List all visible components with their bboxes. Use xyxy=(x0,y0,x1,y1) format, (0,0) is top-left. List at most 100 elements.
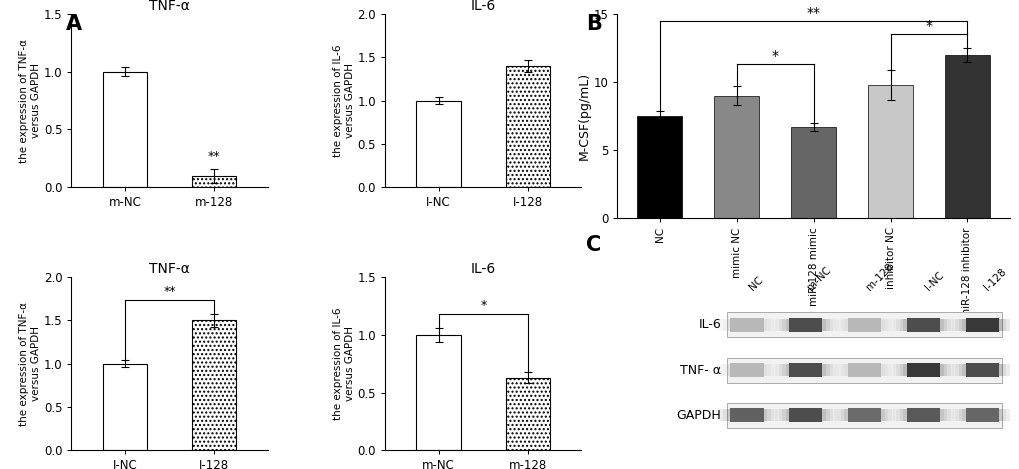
Bar xyxy=(903,364,943,376)
Text: NC: NC xyxy=(746,274,764,292)
Text: **: ** xyxy=(163,285,175,298)
Bar xyxy=(416,335,461,450)
Bar xyxy=(791,127,836,218)
Bar xyxy=(774,364,836,376)
Title: TNF-α: TNF-α xyxy=(149,262,190,276)
Y-axis label: the expression of IL-6
versus GAPDH: the expression of IL-6 versus GAPDH xyxy=(333,308,355,420)
Bar xyxy=(719,319,773,331)
Bar xyxy=(892,409,954,421)
Text: *: * xyxy=(924,19,931,33)
Bar xyxy=(840,319,888,331)
Bar xyxy=(727,357,1001,383)
Title: IL-6: IL-6 xyxy=(470,262,495,276)
Bar xyxy=(847,318,880,332)
Bar xyxy=(719,409,773,421)
Bar xyxy=(715,319,777,331)
Bar xyxy=(906,363,940,377)
Bar xyxy=(903,319,943,331)
Bar xyxy=(774,319,836,331)
Bar xyxy=(777,409,833,421)
Bar xyxy=(965,318,998,332)
Bar xyxy=(715,409,777,421)
Bar xyxy=(844,319,884,331)
Bar xyxy=(416,101,461,187)
Bar xyxy=(958,364,1005,376)
Bar xyxy=(951,319,1012,331)
Bar xyxy=(785,364,825,376)
Text: *: * xyxy=(771,49,777,63)
Title: TNF-α: TNF-α xyxy=(149,0,190,13)
Text: A: A xyxy=(66,14,83,34)
Bar xyxy=(954,364,1009,376)
Bar xyxy=(899,409,947,421)
Bar xyxy=(840,364,888,376)
Bar xyxy=(954,319,1009,331)
Bar xyxy=(789,363,821,377)
Bar xyxy=(730,363,763,377)
Bar xyxy=(637,116,682,218)
Bar xyxy=(961,364,1002,376)
Bar xyxy=(867,85,912,218)
Bar xyxy=(789,408,821,422)
Y-axis label: the expression of TNF-α
versus GAPDH: the expression of TNF-α versus GAPDH xyxy=(19,302,41,426)
Bar xyxy=(834,364,895,376)
Text: **: ** xyxy=(208,151,220,164)
Bar xyxy=(961,319,1002,331)
Bar xyxy=(965,363,998,377)
Bar xyxy=(785,409,825,421)
Bar xyxy=(192,175,236,187)
Bar xyxy=(834,409,895,421)
Text: **: ** xyxy=(806,6,820,20)
Title: IL-6: IL-6 xyxy=(470,0,495,13)
Bar xyxy=(840,409,888,421)
Bar xyxy=(945,55,988,218)
Bar xyxy=(954,409,1009,421)
Text: GAPDH: GAPDH xyxy=(676,408,720,422)
Bar xyxy=(777,319,833,331)
Text: B: B xyxy=(586,14,602,34)
Text: *: * xyxy=(480,299,486,312)
Bar xyxy=(782,319,828,331)
Bar xyxy=(103,72,147,187)
Bar xyxy=(837,409,891,421)
Bar xyxy=(782,364,828,376)
Text: I-NC: I-NC xyxy=(922,269,945,292)
Bar xyxy=(727,409,766,421)
Text: m-128: m-128 xyxy=(864,261,895,292)
Bar xyxy=(958,319,1005,331)
Bar xyxy=(958,409,1005,421)
Text: I-128: I-128 xyxy=(981,266,1007,292)
Bar xyxy=(782,409,828,421)
Bar xyxy=(192,320,236,450)
Bar xyxy=(785,319,825,331)
Bar xyxy=(727,312,1001,338)
Bar xyxy=(103,363,147,450)
Bar xyxy=(951,364,1012,376)
Bar xyxy=(727,402,1001,428)
Text: C: C xyxy=(586,234,601,255)
Bar xyxy=(892,364,954,376)
Bar xyxy=(722,409,770,421)
Bar xyxy=(951,409,1012,421)
Bar xyxy=(961,409,1002,421)
Bar xyxy=(722,319,770,331)
Bar xyxy=(844,364,884,376)
Bar xyxy=(777,364,833,376)
Bar xyxy=(715,364,777,376)
Bar xyxy=(837,364,891,376)
Bar xyxy=(719,364,773,376)
Bar xyxy=(730,318,763,332)
Bar xyxy=(505,378,549,450)
Y-axis label: M-CSF(pg/mL): M-CSF(pg/mL) xyxy=(577,72,590,160)
Text: IL-6: IL-6 xyxy=(698,318,720,332)
Bar xyxy=(847,408,880,422)
Bar xyxy=(896,319,950,331)
Bar xyxy=(903,409,943,421)
Bar xyxy=(899,364,947,376)
Bar xyxy=(722,364,770,376)
Bar xyxy=(727,364,766,376)
Bar xyxy=(906,408,940,422)
Bar xyxy=(892,319,954,331)
Bar xyxy=(774,409,836,421)
Bar xyxy=(730,408,763,422)
